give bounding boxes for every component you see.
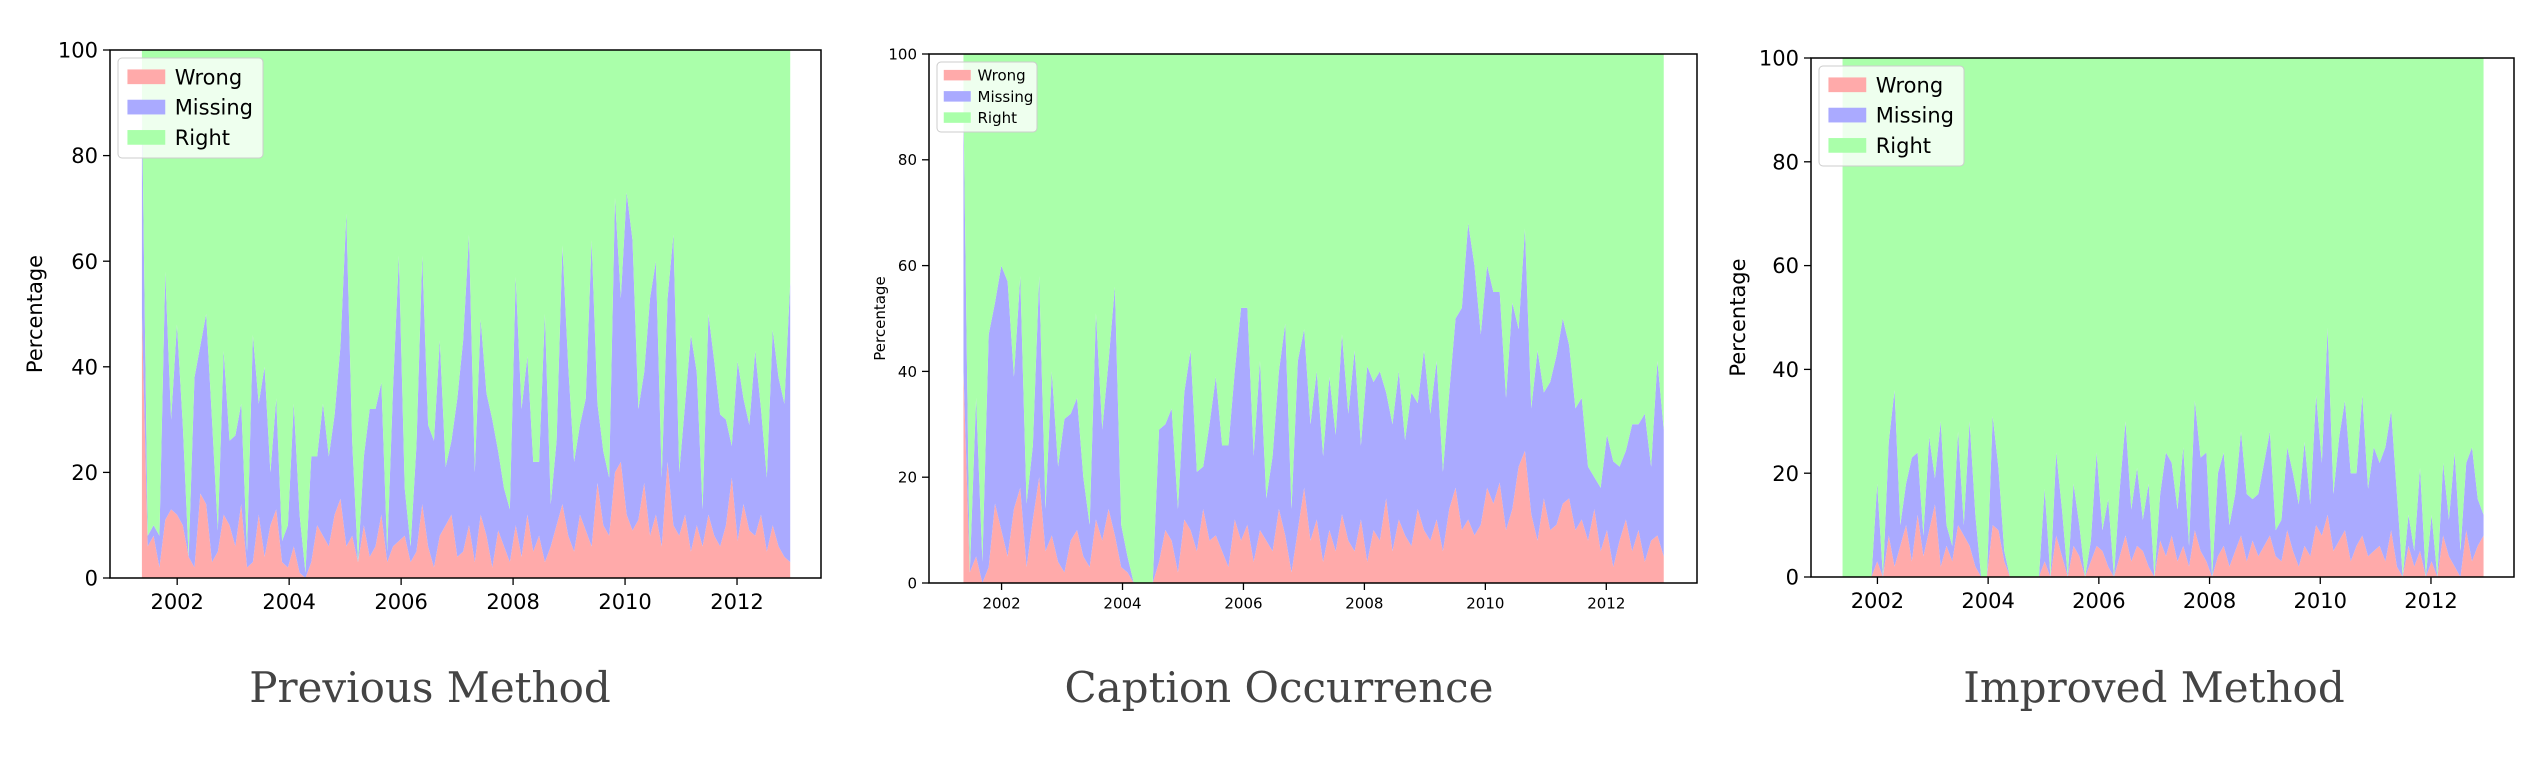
- x-tick-label: 2010: [598, 590, 651, 614]
- y-tick-label: 40: [71, 355, 98, 379]
- x-tick-label: 2002: [982, 595, 1020, 613]
- x-tick-label: 2010: [2294, 589, 2347, 613]
- x-tick-label: 2004: [1961, 589, 2014, 613]
- y-tick-label: 0: [1786, 566, 1799, 590]
- axes-frame: [1810, 57, 2515, 578]
- x-tick-label: 2006: [2072, 589, 2125, 613]
- area-right: [141, 50, 791, 573]
- x-tick-label: 2008: [2183, 589, 2236, 613]
- y-tick-label: 20: [1772, 462, 1799, 486]
- area-missing: [1842, 327, 2484, 577]
- y-tick-label: 60: [898, 257, 917, 275]
- chart-panel-2: 0 20 40 60 80 100 2002 2004 2006 2008 2010 2012 Perc…: [871, 45, 1698, 712]
- x-tick-label: 2006: [374, 590, 427, 614]
- x-tick-label: 2002: [150, 590, 203, 614]
- y-tick-label: 80: [898, 151, 917, 169]
- legend-swatch-missing: [127, 99, 166, 115]
- area-missing: [141, 102, 791, 579]
- legend-label-missing: Missing: [175, 96, 253, 120]
- area-wrong: [1842, 504, 2484, 577]
- panel-caption: Improved Method: [1963, 663, 2344, 712]
- legend-label-wrong: Wrong: [978, 67, 1026, 85]
- legend-swatch-right: [1828, 138, 1867, 153]
- legend-label-wrong: Wrong: [175, 65, 242, 89]
- y-tick-label: 40: [898, 363, 917, 381]
- legend-swatch-right: [127, 130, 166, 145]
- area-missing: [963, 106, 1664, 584]
- area-right: [1842, 58, 2484, 577]
- y-tick-label: 80: [1772, 150, 1799, 174]
- y-tick-label: 60: [71, 250, 98, 274]
- legend-label-missing: Missing: [978, 88, 1034, 106]
- y-tick-label: 20: [898, 469, 917, 487]
- x-tick-label: 2012: [2404, 589, 2457, 613]
- legend-label-right: Right: [175, 126, 230, 150]
- x-tick-label: 2010: [1466, 595, 1504, 613]
- legend-label-right: Right: [1876, 134, 1931, 158]
- y-tick-label: 40: [1772, 358, 1799, 382]
- x-tick-label: 2012: [710, 590, 763, 614]
- x-tick-label: 2012: [1587, 595, 1625, 613]
- panel-caption: Previous Method: [249, 663, 611, 712]
- y-tick-label: 60: [1772, 254, 1799, 278]
- legend-swatch-right: [943, 112, 971, 123]
- legend-label-wrong: Wrong: [1876, 73, 1943, 97]
- area-right: [963, 54, 1664, 583]
- legend-swatch-wrong: [1828, 77, 1867, 93]
- chart-panel-1: 0 20 40 60 80 100 2002 2004 2006 2008 2010 2012 Perc…: [23, 39, 822, 712]
- y-tick-label: 100: [58, 39, 98, 63]
- x-tick-label: 2006: [1224, 595, 1262, 613]
- x-tick-label: 2004: [262, 590, 315, 614]
- chart-panel-3: 0 20 40 60 80 100 2002 2004 2006 2008 2010 2012 Perc…: [1726, 47, 2515, 712]
- x-tick-label: 2008: [1345, 595, 1383, 613]
- x-tick-label: 2008: [486, 590, 539, 614]
- legend-swatch-wrong: [127, 69, 166, 85]
- x-tick-label: 2004: [1103, 595, 1141, 613]
- y-axis-label: Percentage: [1726, 258, 1750, 376]
- area-wrong: [141, 314, 791, 578]
- legend-label-right: Right: [978, 109, 1018, 127]
- panel-caption: Caption Occurrence: [1064, 663, 1493, 712]
- y-tick-label: 0: [907, 574, 917, 592]
- y-tick-label: 20: [71, 461, 98, 485]
- y-axis-label: Percentage: [871, 276, 889, 360]
- legend-label-missing: Missing: [1876, 104, 1954, 128]
- axes-frame: [109, 49, 822, 579]
- y-tick-label: 0: [85, 567, 98, 591]
- x-tick-label: 2002: [1851, 589, 1904, 613]
- legend-swatch-wrong: [943, 69, 971, 81]
- legend-swatch-missing: [1828, 107, 1867, 123]
- area-wrong: [963, 371, 1664, 583]
- y-tick-label: 100: [888, 45, 917, 63]
- legend-swatch-missing: [943, 91, 971, 102]
- y-axis-label: Percentage: [23, 255, 47, 373]
- y-tick-label: 80: [71, 144, 98, 168]
- y-tick-label: 100: [1759, 47, 1799, 71]
- axes-frame: [928, 53, 1698, 584]
